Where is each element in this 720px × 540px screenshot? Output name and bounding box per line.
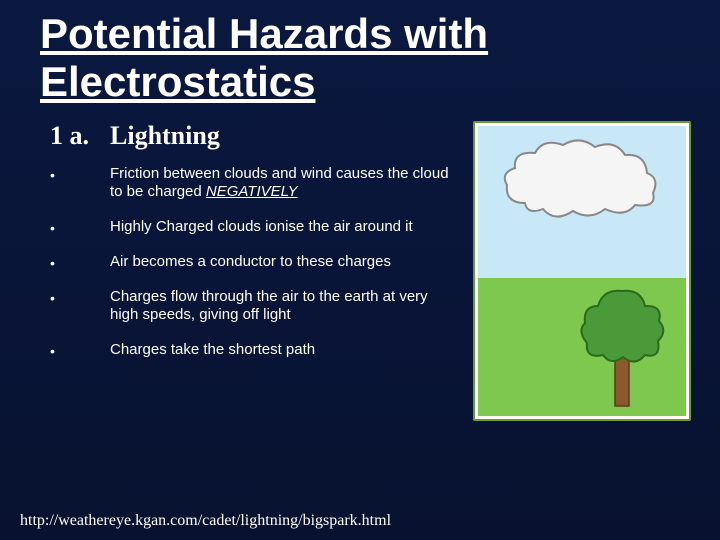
bullet-marker: • bbox=[50, 165, 110, 203]
bullet-text: Charges take the shortest path bbox=[110, 341, 455, 360]
slide-title: Potential Hazards with Electrostatics bbox=[0, 0, 720, 107]
source-url: http://weathereye.kgan.com/cadet/lightni… bbox=[20, 512, 391, 530]
bullet-text: Charges flow through the air to the eart… bbox=[110, 288, 455, 326]
bullet-marker: • bbox=[50, 253, 110, 272]
bullet-row: • Charges flow through the air to the ea… bbox=[50, 288, 455, 326]
bullet-row: • Friction between clouds and wind cause… bbox=[50, 165, 455, 203]
tree-icon bbox=[573, 281, 671, 411]
subheading-row: 1 a. Lightning bbox=[50, 121, 455, 151]
content-area: 1 a. Lightning • Friction between clouds… bbox=[0, 107, 720, 421]
illustration-panel bbox=[473, 121, 691, 421]
bullet-row: • Highly Charged clouds ionise the air a… bbox=[50, 218, 455, 237]
bullet-text: Highly Charged clouds ionise the air aro… bbox=[110, 218, 455, 237]
subheading-number: 1 a. bbox=[50, 121, 110, 151]
bullet-row: • Charges take the shortest path bbox=[50, 341, 455, 360]
bullet-marker: • bbox=[50, 341, 110, 360]
bullet-row: • Air becomes a conductor to these charg… bbox=[50, 253, 455, 272]
bullet-marker: • bbox=[50, 218, 110, 237]
cloud-icon bbox=[495, 133, 665, 228]
bullet-text: Air becomes a conductor to these charges bbox=[110, 253, 455, 272]
bullet-text: Friction between clouds and wind causes … bbox=[110, 165, 455, 203]
subheading-label: Lightning bbox=[110, 121, 220, 151]
bullet-marker: • bbox=[50, 288, 110, 326]
text-column: 1 a. Lightning • Friction between clouds… bbox=[50, 121, 455, 421]
